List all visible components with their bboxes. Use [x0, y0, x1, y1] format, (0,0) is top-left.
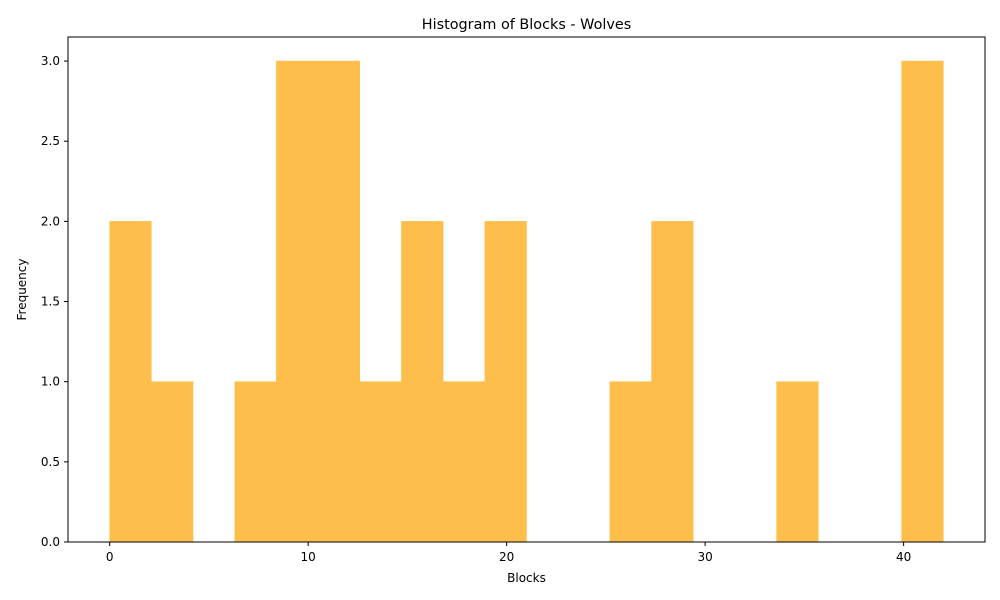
x-tick-label: 0	[106, 550, 114, 564]
histogram-bar	[109, 221, 152, 543]
histogram-bar	[317, 60, 361, 543]
histogram-bar	[901, 60, 944, 543]
x-tick-label: 30	[697, 550, 712, 564]
y-tick-label: 2.0	[41, 214, 60, 228]
histogram-bar	[484, 221, 527, 543]
histogram-bar	[234, 381, 277, 543]
x-tick-label: 40	[896, 550, 911, 564]
histogram-bar	[609, 381, 652, 543]
histogram-bar	[776, 381, 819, 543]
x-ticks-group: 0 10 20 30 40	[106, 542, 911, 564]
y-tick-label: 0.5	[41, 455, 60, 469]
y-tick-label: 1.5	[41, 295, 60, 309]
y-ticks-group: 0.0 0.5 1.0 1.5 2.0 2.5 3.0	[41, 54, 68, 549]
plot-frame	[67, 36, 986, 543]
histogram-bar	[276, 60, 319, 543]
x-tick-label: 10	[301, 550, 316, 564]
y-tick-label: 0.0	[41, 535, 60, 549]
y-tick-label: 1.0	[41, 375, 60, 389]
histogram-bar	[651, 221, 694, 543]
bars-group	[109, 60, 944, 543]
axes-group	[67, 36, 986, 543]
y-axis-title: Frequency	[15, 259, 29, 321]
histogram-bar	[359, 381, 402, 543]
x-tick-label: 20	[499, 550, 514, 564]
y-tick-label: 3.0	[41, 54, 60, 68]
histogram-bar	[401, 221, 444, 543]
histogram-bar	[442, 381, 486, 543]
y-tick-label: 2.5	[41, 134, 60, 148]
chart-title: Histogram of Blocks - Wolves	[422, 17, 632, 33]
histogram-bar	[151, 381, 194, 543]
x-axis-title: Blocks	[507, 571, 546, 585]
